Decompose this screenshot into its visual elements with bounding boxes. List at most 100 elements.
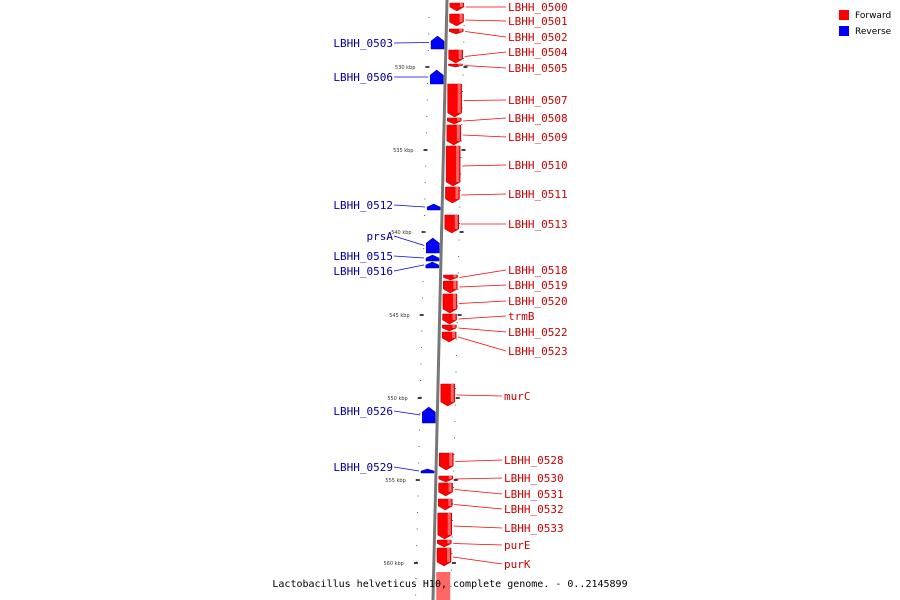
forward-gene-leader [458,327,507,333]
forward-gene-leader [463,117,507,122]
forward-gene-label: LBHH_0502 [508,31,568,44]
tick-label: 550 kbp [387,396,407,402]
minor-tick-dot [417,495,419,497]
minor-tick-dot [417,479,419,480]
minor-tick-dot [462,74,464,76]
forward-gene: LBHH_0519 [443,279,568,294]
forward-gene-highlight [457,118,461,121]
minor-tick-dot [451,553,453,554]
reverse-gene-arrow [420,468,435,474]
minor-tick-dot [426,116,428,117]
reverse-gene-leader [393,235,425,246]
minor-tick-dot [461,124,463,125]
forward-gene-highlight [454,215,458,229]
minor-tick-dot [450,569,452,571]
minor-tick-dot [421,314,423,315]
tick-label: 535 kbp [393,148,413,154]
forward-gene-label: LBHH_0510 [508,159,568,172]
minor-tick-dot [459,190,461,191]
forward-gene-highlight [448,476,452,479]
forward-gene-leader [462,134,507,138]
reverse-gene-label: LBHH_0529 [333,461,393,474]
forward-gene-highlight [459,14,463,22]
forward-gene-label: LBHH_0522 [508,326,568,339]
minor-tick-dot [455,388,457,389]
reverse-gene-arrow [425,254,440,262]
minor-tick-dot [424,198,426,200]
minor-tick-dot [452,503,454,505]
minor-tick-dot [455,355,457,356]
forward-gene-highlight [450,384,454,402]
tick-label: 555 kbp [385,478,405,484]
reverse-gene: LBHH_0529 [333,461,435,474]
minor-tick-dot [421,330,423,332]
forward-gene-highlight [448,483,452,492]
reverse-gene-arrow [430,35,445,50]
forward-gene-label: LBHH_0532 [504,503,564,516]
forward-gene-label: LBHH_0508 [508,112,568,125]
forward-gene: LBHH_0500 [449,1,568,14]
forward-gene-leader [453,525,503,529]
forward-gene-highlight [453,275,457,278]
minor-tick-dot [456,322,458,323]
legend-reverse-swatch [839,26,849,36]
forward-gene-leader [459,269,507,278]
reverse-gene-arrow [426,203,441,211]
reverse-gene-label: LBHH_0516 [333,265,393,278]
forward-gene: LBHH_0508 [446,112,568,125]
forward-gene: purK [436,547,531,571]
minor-tick-dot [427,50,429,51]
minor-tick-dot [425,165,427,167]
tick-label: 530 kbp [395,65,415,71]
forward-gene-highlight [459,3,463,7]
forward-gene: LBHH_0518 [443,264,568,281]
forward-gene-leader [458,315,507,320]
minor-tick-dot [427,83,429,84]
minor-tick-dots [415,17,465,596]
forward-gene-leader [465,31,507,38]
forward-gene: LBHH_0528 [438,452,564,471]
forward-gene-label: LBHH_0528 [504,454,564,467]
forward-gene: purE [437,539,531,552]
forward-gene-label: LBHH_0519 [508,279,568,292]
minor-tick-dot [457,305,459,307]
reverse-gene-label: LBHH_0515 [333,250,393,263]
forward-gene-highlight [457,84,461,113]
forward-gene: LBHH_0511 [445,186,568,204]
forward-gene-highlight [453,281,457,289]
reverse-gene-leader [393,466,420,472]
forward-gene-leader [454,477,503,480]
minor-tick-dot [419,413,421,414]
minor-tick-dot [416,545,418,546]
forward-gene-label: LBHH_0511 [508,188,568,201]
forward-gene-highlight [449,453,453,466]
reverse-gene-arrow [422,406,436,424]
reverse-gene-leader [393,255,425,259]
minor-tick-dot [415,578,417,579]
forward-gene-highlight [447,513,451,535]
minor-tick-dot [419,396,421,398]
minor-tick-dot [422,281,424,282]
minor-tick-dot [427,66,429,68]
forward-gene-leader [454,489,503,495]
forward-gene-leader [456,394,503,397]
minor-tick-dot [423,248,425,249]
forward-gene-leader [454,504,503,510]
forward-gene-highlight [452,314,456,320]
minor-tick-dot [425,132,427,134]
legend-forward-label: Forward [855,11,891,21]
minor-tick-dot [462,58,464,59]
minor-tick-dot [426,99,428,101]
minor-tick-dot [428,17,430,18]
forward-gene-highlight [456,146,460,182]
forward-gene: LBHH_0502 [449,28,568,44]
reverse-gene: LBHH_0516 [333,261,440,278]
forward-gene-leader [459,284,507,288]
forward-gene-label: purK [504,558,531,571]
minor-tick-dot [460,173,462,175]
minor-tick-dot [454,421,456,422]
minor-tick-dot [456,338,458,340]
forward-gene: murC [440,383,531,407]
